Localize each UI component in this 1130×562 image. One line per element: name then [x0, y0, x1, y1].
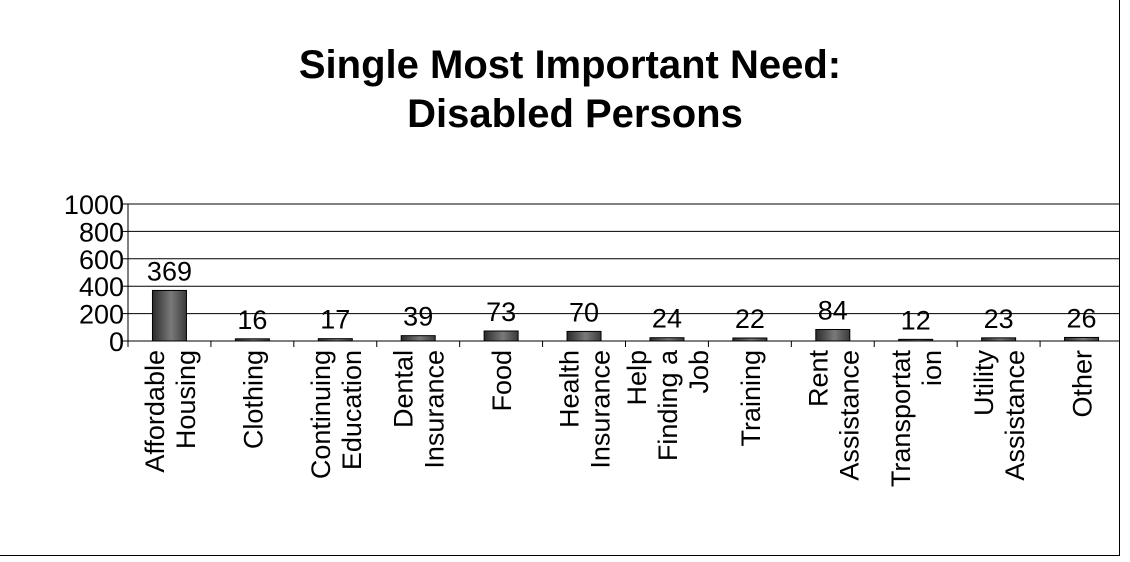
category-label-line: ion [917, 350, 947, 386]
category-label: Help Finding a Job [622, 349, 714, 461]
category-label: Health Insurance [555, 350, 616, 469]
category-label-line: Assistance [1000, 350, 1030, 481]
bar [400, 335, 436, 342]
category-label: Clothing [238, 350, 268, 449]
data-label: 16 [237, 305, 267, 335]
category-label-line: Rent [803, 350, 833, 408]
category-label-line: Insurance [420, 350, 450, 469]
category-label-line: Utility [969, 350, 999, 416]
category-label-line: Other [1068, 350, 1098, 418]
category-label: Dental Insurance [389, 350, 450, 469]
category-label: Utility Assistance [969, 350, 1030, 481]
category-label: Rent Assistance [803, 350, 864, 481]
data-labels: 369 16 17 39 73 70 24 22 84 12 23 26 [147, 256, 1097, 335]
category-label-line: Education [337, 350, 367, 470]
data-label: 17 [320, 305, 350, 335]
gridlines [128, 203, 1120, 342]
data-label: 24 [652, 304, 682, 334]
bar [898, 338, 934, 342]
bar [483, 330, 519, 342]
category-labels: Affordable Housing Clothing Continuing Educa… [140, 349, 1098, 487]
bars [151, 289, 1100, 342]
category-label-line: Help [622, 350, 652, 406]
data-label: 39 [403, 302, 433, 332]
data-label: 73 [486, 297, 516, 327]
data-label: 22 [735, 304, 765, 334]
data-label: 369 [147, 256, 192, 286]
category-label-line: Job [684, 350, 714, 394]
category-label-line: Transportat [886, 350, 916, 488]
bar [649, 337, 685, 342]
category-label: Training [736, 350, 766, 447]
y-tick-label: 1000 [64, 190, 124, 220]
category-label-line: Housing [171, 350, 201, 449]
data-label: 84 [818, 295, 848, 325]
bar [317, 338, 353, 342]
data-label: 70 [569, 297, 599, 327]
category-label: Transportat ion [886, 350, 947, 488]
category-label-line: Finding a [653, 349, 683, 461]
bar [566, 330, 602, 342]
data-label: 23 [984, 304, 1014, 334]
chart-title-line-1: Single Most Important Need: [299, 43, 841, 87]
y-tick-label: 600 [79, 245, 124, 275]
category-label-line: Food [487, 350, 517, 412]
category-label: Continuing Education [306, 350, 367, 479]
category-label-line: Assistance [834, 350, 864, 481]
category-label: Other [1068, 350, 1098, 418]
bar [151, 289, 187, 342]
bar [1064, 336, 1100, 342]
category-label-line: Continuing [306, 350, 336, 479]
chart-title-line-2: Disabled Persons [407, 92, 743, 136]
category-label: Affordable Housing [140, 350, 201, 473]
y-tick-label: 0 [109, 327, 124, 357]
category-label-line: Insurance [586, 350, 616, 469]
data-label: 12 [901, 305, 931, 335]
category-label-line: Clothing [238, 350, 268, 449]
y-tick-label: 800 [79, 217, 124, 247]
category-label-line: Dental [389, 350, 419, 428]
category-label-line: Affordable [140, 350, 170, 473]
bar [981, 337, 1017, 342]
bar [815, 328, 851, 342]
category-label-line: Training [736, 350, 766, 447]
y-tick-label: 200 [79, 300, 124, 330]
bar [732, 337, 768, 342]
category-label: Food [487, 350, 517, 412]
data-label: 26 [1067, 303, 1097, 333]
bar [234, 338, 270, 342]
category-label-line: Health [555, 350, 585, 428]
y-tick-label: 400 [79, 272, 124, 302]
